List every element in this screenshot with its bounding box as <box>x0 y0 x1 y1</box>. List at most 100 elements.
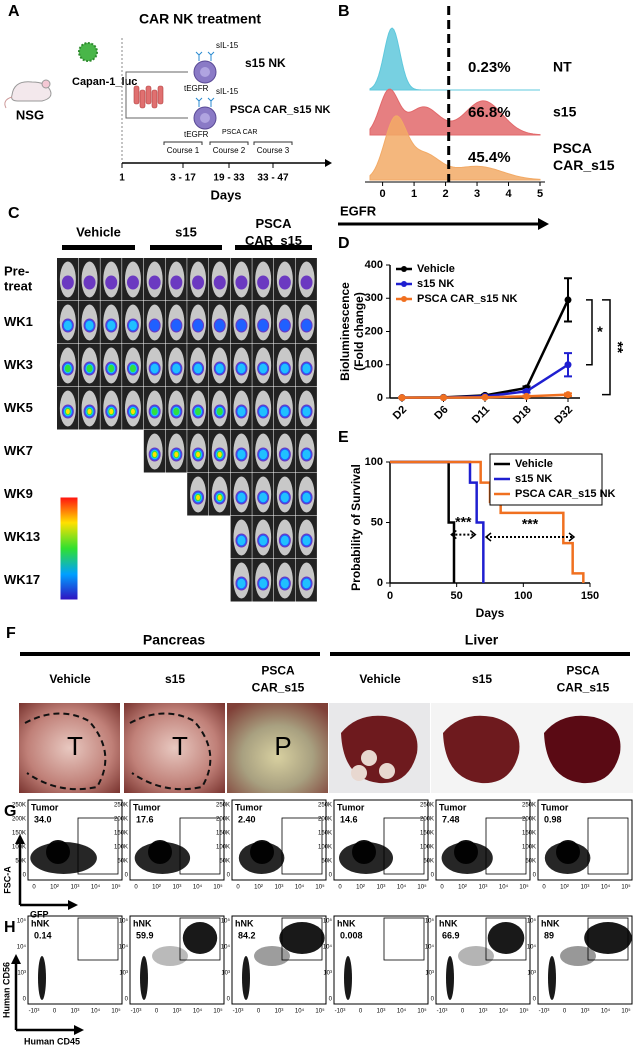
survival-curve <box>390 460 456 583</box>
x-tick-label: 10² <box>254 885 263 891</box>
point <box>481 393 489 401</box>
gate <box>179 817 221 875</box>
x-tick-label: -10³ <box>437 1009 448 1015</box>
signal <box>65 408 70 415</box>
x-tick-label: 10⁴ <box>397 1008 407 1015</box>
panel-label: D <box>338 235 350 252</box>
tissue-bar <box>20 652 320 656</box>
cell-population <box>352 840 376 864</box>
x-tick-label: 10³ <box>581 885 590 891</box>
panel-label: H <box>4 919 16 936</box>
y-tick-label: 0 <box>23 873 27 879</box>
significance: ** <box>609 341 626 353</box>
x-tick-label: 10³ <box>173 885 182 891</box>
x-tick-label: 0 <box>542 885 546 891</box>
tissue-photo <box>227 703 328 793</box>
y-tick-label: 10⁴ <box>323 944 333 951</box>
x-tick-label: 0 <box>359 1009 363 1015</box>
y-tick-label: 0 <box>125 873 129 879</box>
tissue-bar <box>330 652 630 656</box>
gate-name: Tumor <box>439 802 467 812</box>
y-tick-label: 0 <box>227 997 231 1003</box>
signal <box>61 275 74 290</box>
course-bracket <box>253 141 293 145</box>
histogram <box>369 115 541 181</box>
timeline-title: Days <box>210 187 241 202</box>
cytokine-label: sIL-15 <box>216 41 239 50</box>
x-tick-label: 10⁴ <box>295 1008 305 1015</box>
gate <box>587 917 629 961</box>
x-tick-label: 10⁴ <box>499 1008 509 1015</box>
group-bar <box>150 245 222 250</box>
signal <box>109 408 114 415</box>
gate-name: hNK <box>133 918 152 928</box>
x-tick-label: 0 <box>134 885 138 891</box>
arrow <box>125 71 188 119</box>
x-tick-label: 10³ <box>173 1009 182 1015</box>
x-tick-label: 10² <box>50 885 59 891</box>
x-tick-label: 0 <box>338 885 342 891</box>
signal <box>130 408 135 415</box>
y-tick-label: 150K <box>12 831 26 837</box>
gate-name: hNK <box>31 918 50 928</box>
gate-name: hNK <box>337 918 356 928</box>
x-tick-label: 0 <box>236 885 240 891</box>
x-tick-label: 10³ <box>275 885 284 891</box>
signal <box>301 319 312 332</box>
y-tick-label: 250K <box>318 803 332 809</box>
nk-nucleus <box>200 113 210 123</box>
legend-label: Vehicle <box>515 458 553 470</box>
y-tick-label: 0 <box>533 873 537 879</box>
signal <box>83 275 96 290</box>
significance-bracket <box>602 299 611 396</box>
signal <box>149 319 160 332</box>
x-tick-label: 10³ <box>377 885 386 891</box>
timeline-label: 1 <box>119 173 125 184</box>
signal <box>108 364 115 373</box>
y-tick-label: 50 <box>371 516 383 528</box>
significance: * <box>597 323 603 340</box>
x-tick-label: 5 <box>537 188 543 200</box>
cell-label: Capan-1_luc <box>72 76 137 88</box>
group-label: CAR_s15 <box>557 681 610 695</box>
cell-population <box>254 946 290 966</box>
gate <box>179 917 221 961</box>
x-tick-label: 10³ <box>581 1009 590 1015</box>
x-tick-label: 10⁵ <box>519 1008 529 1015</box>
cell-population <box>446 956 454 1000</box>
y-tick-label: 10³ <box>323 971 332 977</box>
x-tick-label: D6 <box>432 404 450 422</box>
point <box>564 361 572 369</box>
cytokine-label: sIL-15 <box>216 87 239 96</box>
y-tick-label: 250K <box>12 803 26 809</box>
x-tick-label: 10⁵ <box>417 1008 427 1015</box>
y-tick-label: 50K <box>321 859 332 865</box>
y-tick-label: 250K <box>114 803 128 809</box>
signal <box>258 319 269 332</box>
x-tick-label: 10⁴ <box>601 1008 611 1015</box>
signal <box>300 275 313 290</box>
y-tick-label: 10⁵ <box>425 918 435 925</box>
percent-label: 66.8% <box>468 104 511 121</box>
gate <box>485 917 527 961</box>
x-tick-label: 10⁵ <box>417 884 427 891</box>
cell-population <box>454 840 478 864</box>
cell-population <box>458 946 494 966</box>
y-tick-label: 150K <box>522 831 536 837</box>
point <box>523 387 530 395</box>
y-tick-label: 10⁴ <box>119 944 129 951</box>
y-tick-label: 100 <box>365 456 383 468</box>
x-axis-label: EGFR <box>340 203 377 218</box>
cell-population <box>140 956 148 1000</box>
cell-population <box>250 840 274 864</box>
timepoint-label: WK13 <box>4 529 40 544</box>
y-tick-label: 100K <box>522 845 536 851</box>
mouse-label: NSG <box>16 107 44 122</box>
gate-value: 2.40 <box>238 814 256 824</box>
course-label: Course 1 <box>167 146 200 155</box>
gate-value: 89 <box>544 930 554 940</box>
y-tick-label: 100K <box>420 845 434 851</box>
y-tick-label: 50K <box>525 859 536 865</box>
x-tick-label: D2 <box>391 404 409 422</box>
